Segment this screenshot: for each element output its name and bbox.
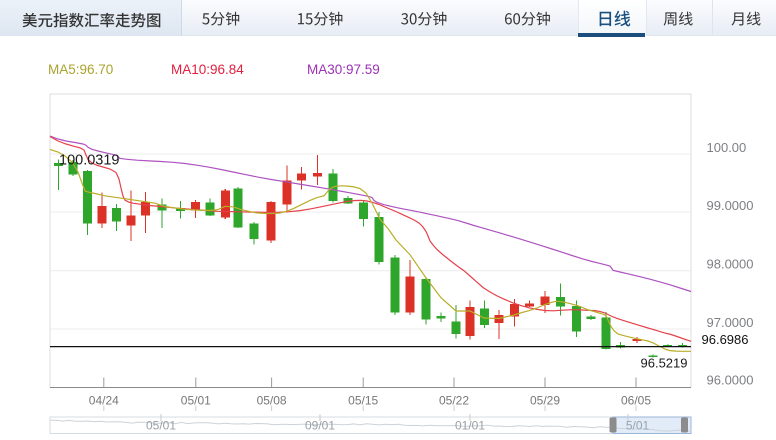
- svg-text:96.0000: 96.0000: [707, 373, 754, 388]
- svg-text:05/01: 05/01: [181, 394, 211, 408]
- svg-text:97.0000: 97.0000: [707, 315, 754, 330]
- svg-text:06/05: 06/05: [621, 394, 651, 408]
- svg-text:09/01: 09/01: [305, 419, 335, 433]
- svg-text:04/24: 04/24: [89, 394, 119, 408]
- svg-text:05/01: 05/01: [146, 419, 176, 433]
- svg-text:05/29: 05/29: [530, 394, 560, 408]
- svg-text:100.0319: 100.0319: [59, 153, 119, 169]
- svg-text:05/22: 05/22: [439, 394, 469, 408]
- svg-text:99.0000: 99.0000: [707, 198, 754, 213]
- svg-text:01/01: 01/01: [455, 419, 485, 433]
- svg-text:5/01: 5/01: [626, 419, 650, 433]
- svg-text:05/08: 05/08: [257, 394, 287, 408]
- svg-text:100.00: 100.00: [707, 140, 747, 155]
- svg-text:98.0000: 98.0000: [707, 257, 754, 272]
- svg-text:96.6986: 96.6986: [702, 332, 749, 347]
- svg-text:96.5219: 96.5219: [641, 356, 688, 371]
- svg-text:05/15: 05/15: [348, 394, 378, 408]
